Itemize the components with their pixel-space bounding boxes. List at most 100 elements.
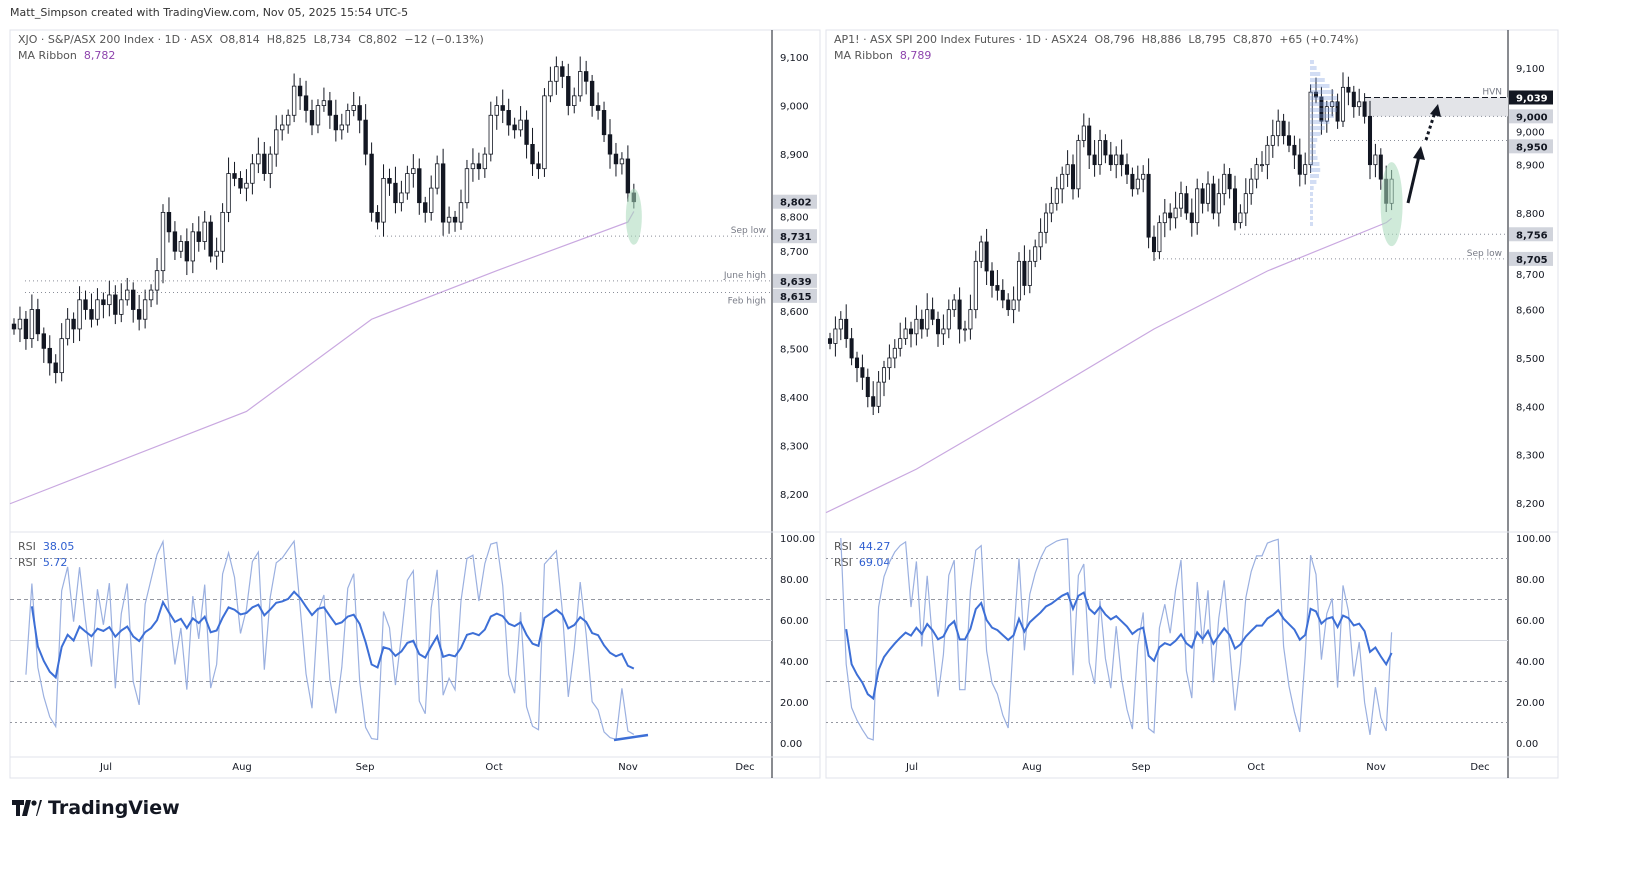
candle-up <box>518 119 523 131</box>
solid-up-arrow-head <box>1413 146 1425 160</box>
rsi-tick-label: 40.00 <box>780 657 809 668</box>
candle-up <box>107 294 112 306</box>
price-tick-label: 9,100 <box>780 53 809 64</box>
candle-down <box>524 119 529 145</box>
volume-profile-bar <box>1310 60 1314 64</box>
price-tick-label: 8,900 <box>1516 161 1545 172</box>
candle-up <box>1205 183 1211 204</box>
candle-down <box>363 119 368 155</box>
left-legend: XJO · S&P/ASX 200 Index · 1D · ASX O8,81… <box>18 32 484 64</box>
candle-down <box>536 163 541 170</box>
volume-profile-bar <box>1310 72 1321 76</box>
left-high: H8,825 <box>266 33 307 46</box>
price-tick-label: 8,700 <box>780 247 809 258</box>
candle-down <box>1124 164 1130 175</box>
candle-down <box>101 299 106 306</box>
right-symbol: AP1! · ASX SPI 200 Index Futures · 1D · … <box>834 33 1088 46</box>
candle-up <box>1054 188 1059 204</box>
left-ma-value: 8,782 <box>83 49 116 62</box>
date-tick-label: Nov <box>1366 762 1386 773</box>
rsi-tick-label: 60.00 <box>1516 616 1545 627</box>
candle-up <box>1308 91 1313 166</box>
candle-up <box>578 71 583 97</box>
candle-down <box>1108 154 1113 166</box>
right-change: +65 (+0.74%) <box>1279 33 1359 46</box>
dotted-up-arrow <box>1424 111 1437 141</box>
candle-down <box>1119 154 1124 166</box>
candle-down <box>53 362 58 374</box>
candle-down <box>297 85 303 97</box>
candle-up <box>979 241 984 262</box>
candle-down <box>47 347 52 364</box>
volume-profile-bar <box>1310 144 1316 148</box>
date-tick-label: Sep <box>1132 762 1151 773</box>
candle-up <box>250 163 255 184</box>
candle-up <box>1033 246 1038 262</box>
candle-down <box>919 318 924 330</box>
candle-down <box>849 338 854 359</box>
candle-up <box>833 328 838 344</box>
candle-down <box>208 221 213 257</box>
candle-down <box>589 80 595 106</box>
volume-profile-bar <box>1310 66 1317 70</box>
candle-up <box>339 124 344 131</box>
rsi-label: RSI <box>18 540 36 553</box>
rsi-tick-label: 100.00 <box>780 534 815 545</box>
level-label: Sep low <box>731 226 766 236</box>
highlight-ellipse <box>625 188 642 245</box>
level-label: Feb high <box>728 297 766 307</box>
candle-up <box>1114 154 1119 166</box>
candle-down <box>854 357 860 369</box>
candle-down <box>995 285 1000 291</box>
date-tick-label: Jul <box>99 762 112 773</box>
candle-up <box>411 168 416 174</box>
candle-up <box>1043 212 1049 233</box>
candle-down <box>1313 91 1319 98</box>
candle-down <box>196 231 201 242</box>
candle-up <box>892 347 897 359</box>
candle-up <box>1076 140 1081 190</box>
price-tick-label: 9,100 <box>1516 64 1545 75</box>
candle-up <box>488 114 493 155</box>
price-tick-label: 8,700 <box>1516 270 1545 281</box>
price-axis-marker <box>1509 227 1553 242</box>
candle-up <box>148 289 154 301</box>
price-axis-marker <box>773 229 817 244</box>
candle-down <box>387 177 392 184</box>
spi-futures-chart-panel: 100.00 80.00 60.00 40.00 20.00 0.00 Jul Aug Sep O… <box>825 29 1559 779</box>
candle-down <box>1022 260 1027 286</box>
rsi-value: 5.72 <box>42 556 68 569</box>
candle-down <box>71 318 76 330</box>
price-tick-label: 8,900 <box>780 150 809 161</box>
volume-profile-bar <box>1310 108 1337 112</box>
candle-down <box>1286 135 1292 146</box>
candle-up <box>1276 120 1281 137</box>
candle-up <box>244 182 249 189</box>
candle-up <box>274 129 279 155</box>
candle-up <box>29 309 35 340</box>
highlight-ellipse <box>1380 162 1403 247</box>
candle-down <box>607 134 613 155</box>
candle-up <box>1216 193 1221 214</box>
candle-down <box>35 309 41 335</box>
tradingview-logo[interactable]: TradingView <box>12 797 180 819</box>
candle-down <box>41 333 46 349</box>
rsi-tick-label: 60.00 <box>780 616 809 627</box>
candle-down <box>1211 183 1216 214</box>
candle-down <box>1087 125 1092 156</box>
candle-down <box>1000 289 1005 301</box>
candle-up <box>572 95 577 106</box>
volume-profile-bar <box>1310 162 1320 166</box>
right-legend: AP1! · ASX SPI 200 Index Futures · 1D · … <box>834 32 1359 64</box>
candle-up <box>1330 101 1335 108</box>
candle-down <box>1319 96 1324 122</box>
candle-down <box>500 105 505 111</box>
candle-down <box>357 105 362 121</box>
rsi-label: RSI <box>834 540 852 553</box>
left-symbol: XJO · S&P/ASX 200 Index · 1D · ASX <box>18 33 213 46</box>
rsi-label: RSI <box>18 556 36 569</box>
candle-down <box>984 241 989 272</box>
price-axis-marker <box>1509 251 1553 266</box>
candle-up <box>973 260 978 311</box>
